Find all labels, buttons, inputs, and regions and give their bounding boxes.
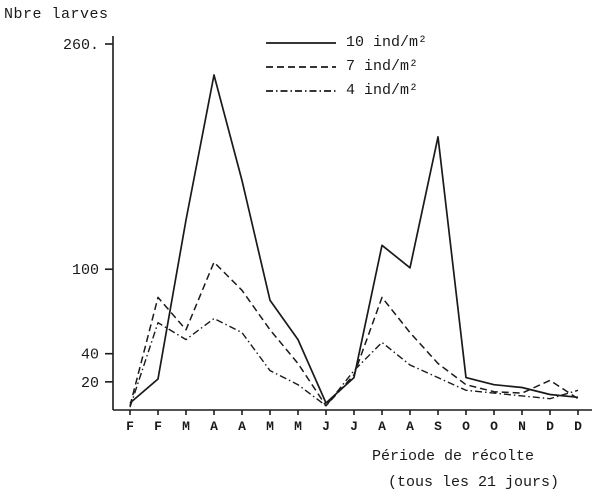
legend-line-dashdot-icon [266, 89, 336, 92]
x-axis-title-line2: (tous les 21 jours) [388, 474, 560, 492]
x-axis-tick-label: A [238, 419, 246, 434]
legend-label-10: 10 ind/m² [346, 34, 428, 51]
x-axis-tick-label: D [574, 419, 582, 434]
x-axis-tick-label: F [126, 419, 134, 434]
legend-label-4: 4 ind/m² [346, 82, 419, 99]
x-axis-tick-label: A [210, 419, 218, 434]
y-axis-tick-label: 260. [63, 37, 99, 54]
x-axis-tick-label: D [546, 419, 554, 434]
x-axis-tick-label: O [462, 419, 470, 434]
y-axis-title: Nbre larves [4, 6, 109, 23]
series-line-7 [129, 261, 579, 407]
y-axis-tick-label: 20 [81, 375, 99, 392]
series-line-4 [129, 317, 579, 408]
y-axis-tick-label: 100 [72, 262, 99, 279]
legend: 10 ind/m² 7 ind/m² 4 ind/m² [266, 34, 427, 99]
x-axis-tick-label: M [182, 419, 190, 434]
legend-label-7: 7 ind/m² [346, 58, 419, 75]
legend-entry-10: 10 ind/m² [266, 34, 427, 51]
x-axis-tick-label: O [490, 419, 498, 434]
x-axis-tick-label: M [294, 419, 302, 434]
x-axis-tick-label: A [406, 419, 414, 434]
x-axis-tick-label: J [350, 419, 358, 434]
x-axis-tick-label: J [322, 419, 330, 434]
legend-line-solid-icon [266, 41, 336, 44]
x-axis-title-line1: Période de récolte [372, 448, 535, 465]
x-axis-tick-label: N [518, 419, 526, 434]
series-line-10 [129, 74, 579, 404]
x-axis-tick-label: M [266, 419, 274, 434]
x-axis-tick-label: A [378, 419, 386, 434]
x-axis-title: Période de récolte (tous les 21 jours) [372, 444, 559, 497]
legend-line-dashed-icon [266, 65, 336, 68]
x-axis-tick-label: F [154, 419, 162, 434]
legend-entry-7: 7 ind/m² [266, 58, 427, 75]
y-axis-tick-label: 40 [81, 347, 99, 364]
legend-entry-4: 4 ind/m² [266, 82, 427, 99]
x-axis-tick-label: S [434, 419, 442, 434]
